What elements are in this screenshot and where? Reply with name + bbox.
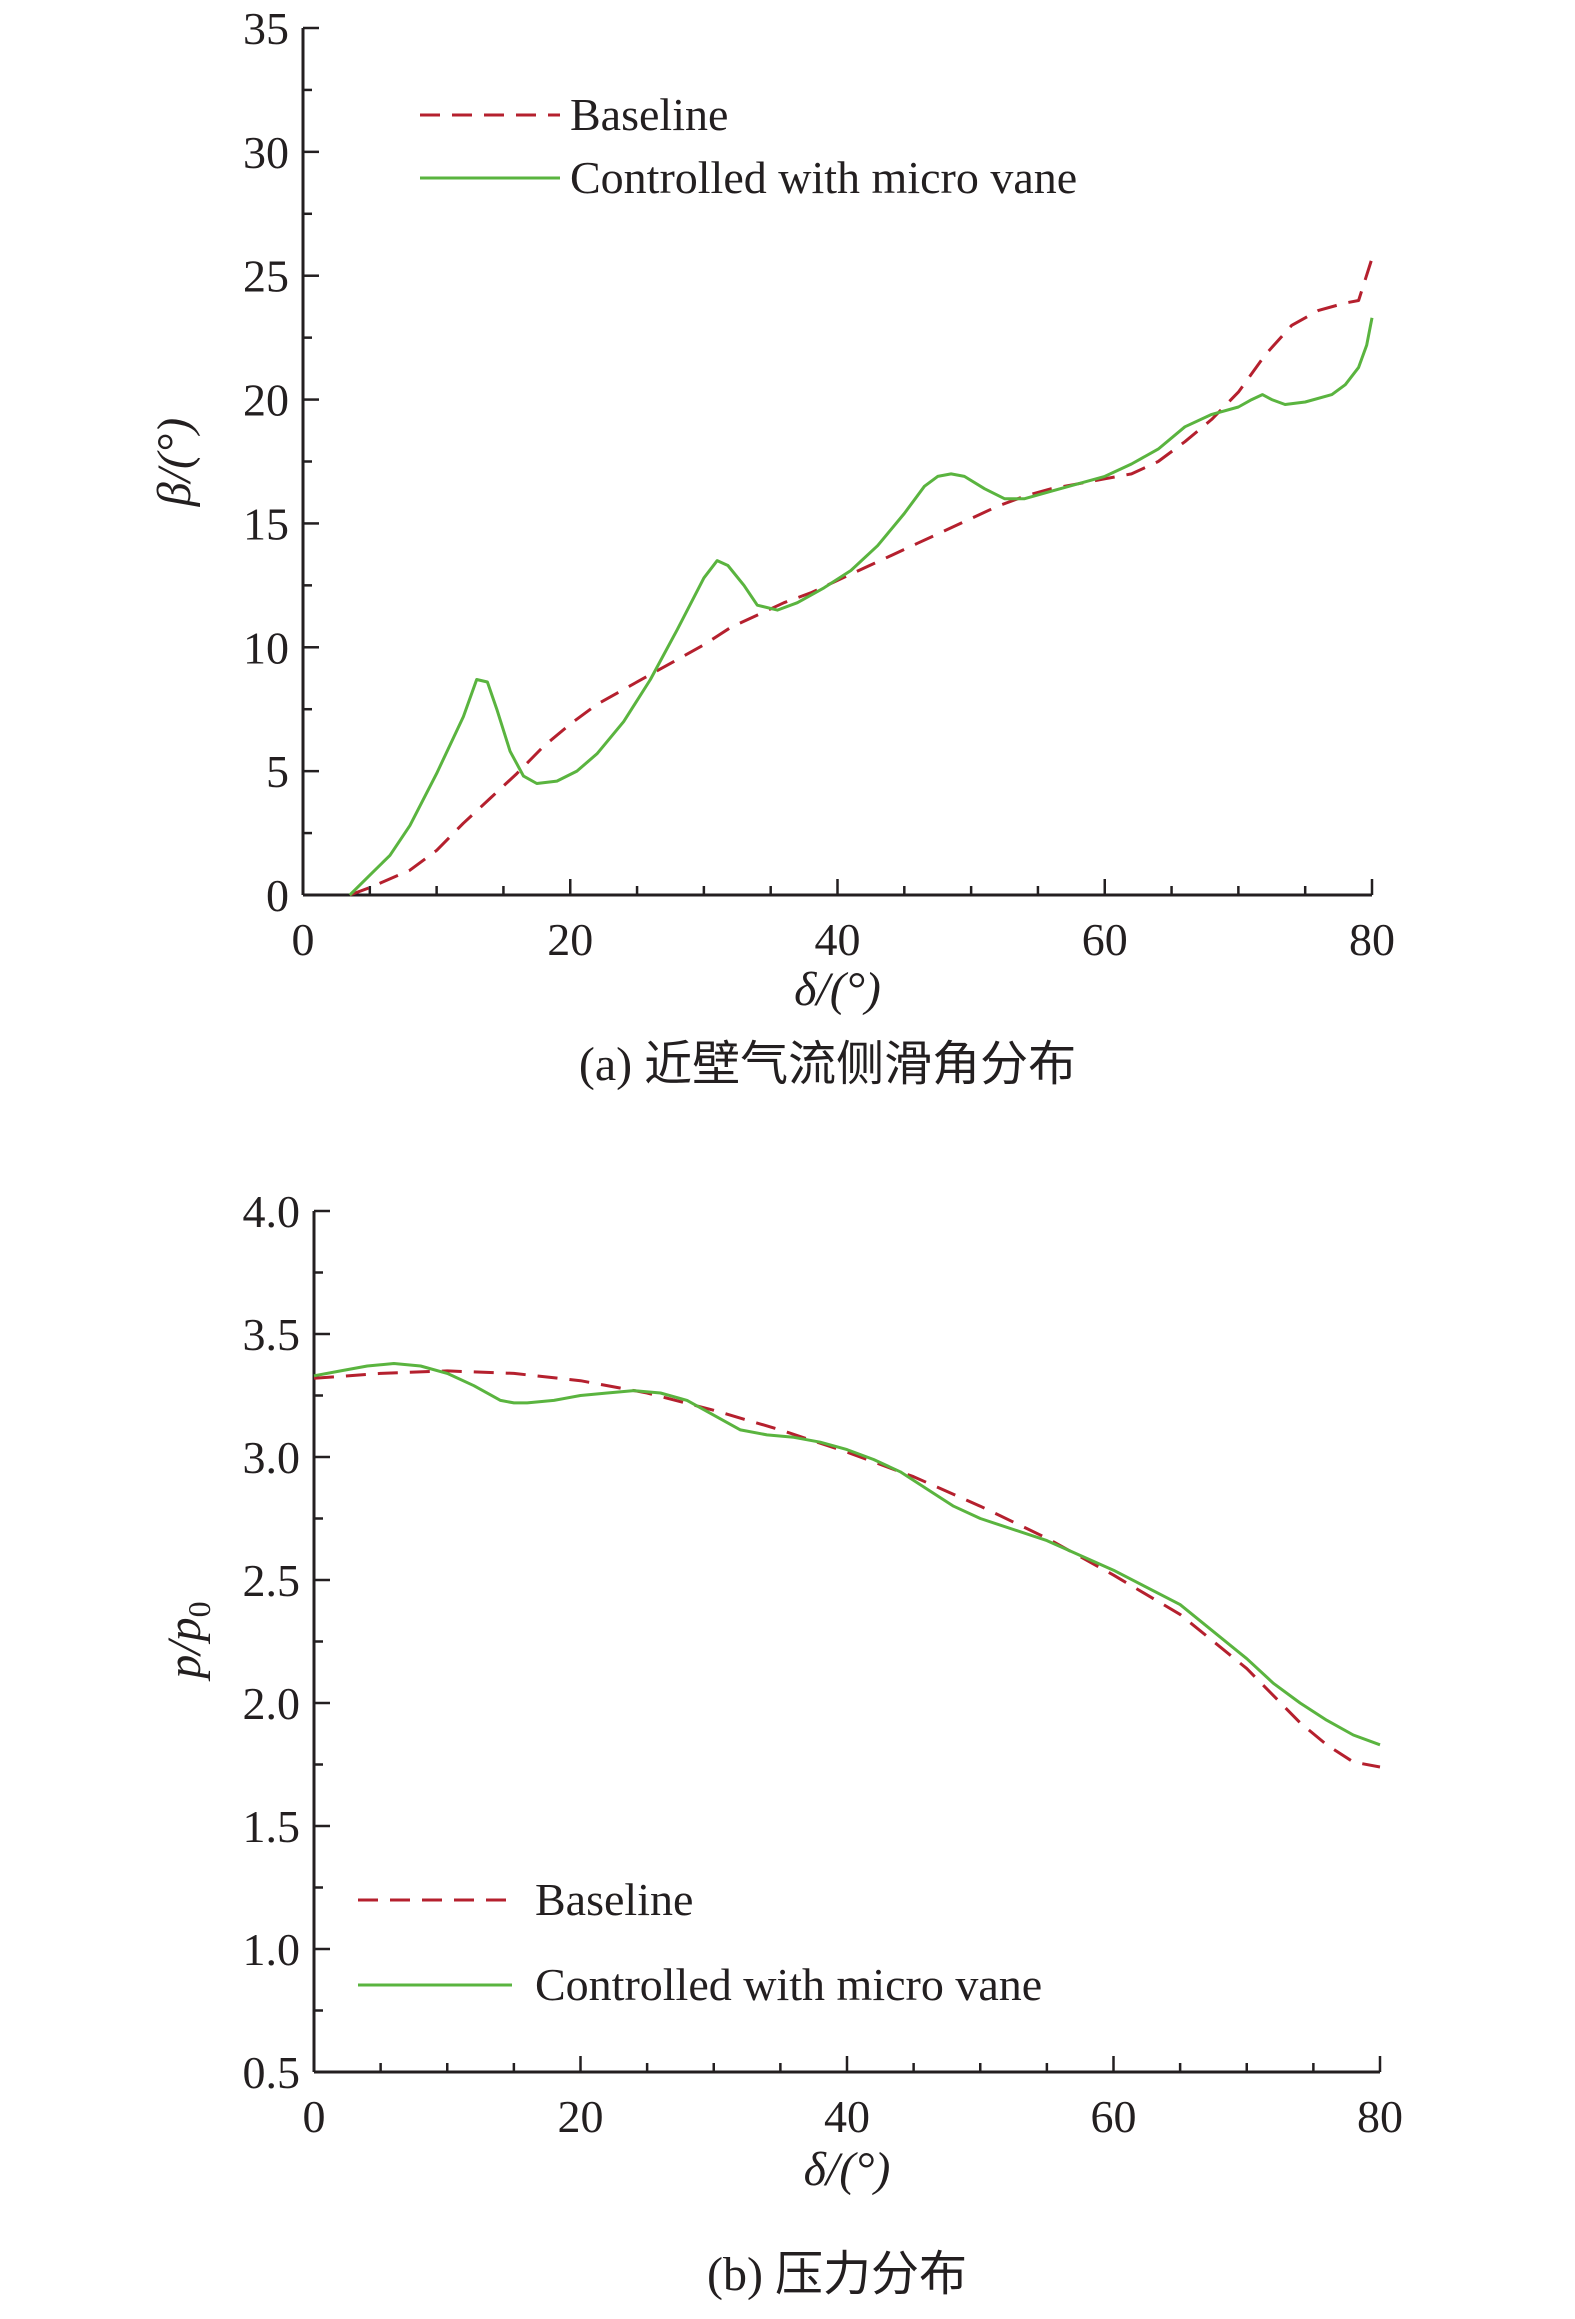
x-tick-label: 80 [1349,914,1395,965]
x-tick-label: 40 [824,2091,870,2142]
x-tick-label: 0 [303,2091,326,2142]
x-tick-label: 40 [815,914,861,965]
chart-b: 0 20 40 60 80 0.5 1.0 1.5 2.0 2.5 3.0 3.5 4.0 Baselin… [158,1186,1403,2301]
controlled-series-line [313,1362,1381,1747]
x-tick-label: 60 [1082,914,1128,965]
y-axis-title: p/p0 [158,1601,217,1681]
figure-caption: (a) 近壁气流侧滑角分布 [579,1038,1076,1091]
controlled-series-line [348,317,1374,897]
legend-controlled-label: Controlled with micro vane [535,1959,1042,2010]
baseline-series-line [313,1369,1381,1769]
legend-baseline-label: Baseline [570,89,728,140]
y-tick-label: 3.5 [243,1309,301,1360]
y-tick-label: 3.0 [243,1432,301,1483]
y-axis-title: β/(°) [148,418,201,507]
x-axis-title: δ/(°) [794,963,881,1016]
y-tick-label: 2.5 [243,1555,301,1606]
y-tick-label: 30 [243,127,289,178]
y-tick-label: 0 [266,870,289,921]
legend-controlled-label: Controlled with micro vane [570,152,1077,203]
y-tick-label: 1.5 [243,1801,301,1852]
y-tick-label: 5 [266,746,289,797]
x-tick-label: 0 [292,914,315,965]
y-axis-title-subscript: 0 [181,1601,217,1617]
x-axis-title: δ/(°) [804,2143,891,2196]
x-tick-label: 20 [558,2091,604,2142]
y-tick-label: 2.0 [243,1678,301,1729]
legend-baseline-label: Baseline [535,1874,693,1925]
x-tick-label: 60 [1091,2091,1137,2142]
y-tick-label: 35 [243,3,289,54]
y-tick-label: 10 [243,622,289,673]
y-tick-label: 0.5 [243,2047,301,2098]
y-tick-label: 4.0 [243,1186,301,1237]
x-tick-label: 80 [1357,2091,1403,2142]
chart-a: 0 20 40 60 80 0 5 10 15 20 25 30 35 Baseline Controlle… [148,3,1395,1091]
y-tick-label: 15 [243,498,289,549]
y-tick-label: 20 [243,375,289,426]
y-tick-label: 1.0 [243,1924,301,1975]
x-tick-label: 20 [547,914,593,965]
baseline-series-line [349,257,1374,897]
figure-caption: (b) 压力分布 [707,2248,967,2301]
y-tick-label: 25 [243,251,289,302]
